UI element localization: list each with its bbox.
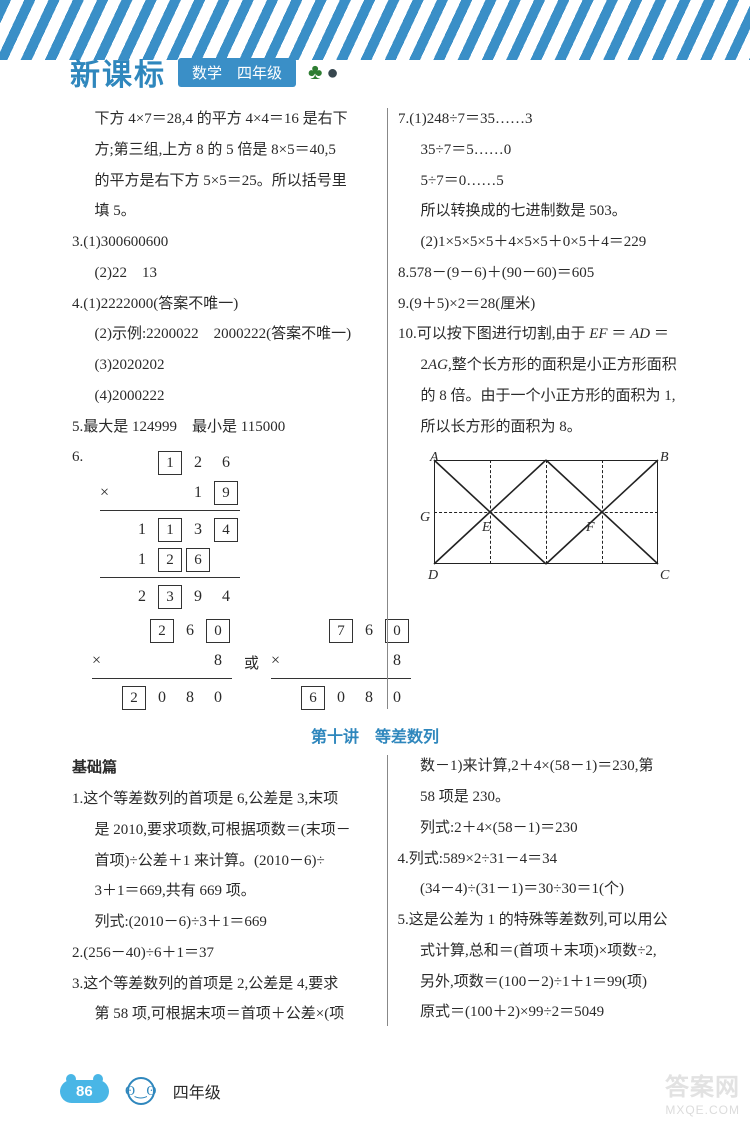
text-line: 式计算,总和＝(首项＋末项)×项数÷2, [398, 936, 703, 967]
label-E: E [482, 514, 491, 543]
text-line: (4)2000222 [72, 381, 379, 412]
text-line: 1.这个等差数列的首项是 6,公差是 3,末项 [72, 784, 379, 815]
text-line: 5.最大是 124999 最小是 115000 [72, 412, 379, 443]
lower-content: 基础篇 1.这个等差数列的首项是 6,公差是 3,末项 是 2010,要求项数,… [0, 751, 750, 1030]
header-row: 新课标 数学 四年级 ♣ ● [0, 52, 750, 92]
upper-right-column: 7.(1)248÷7＝35……3 35÷7＝5……0 5÷7＝0……5 所以转换… [388, 104, 702, 713]
text-line: (2)示例:2200022 2000222(答案不唯一) [72, 319, 379, 350]
text-line: 首项)÷公差＋1 来计算。(2010－6)÷ [72, 846, 379, 877]
diagonals [422, 450, 672, 578]
text-line: 原式＝(100＋2)×99÷2＝5049 [398, 997, 703, 1028]
q6-label: 6. [72, 442, 96, 616]
multiplication-1: 126×1911341262394 [100, 448, 240, 612]
text-line: 的 8 倍。由于一个小正方形的面积为 1, [398, 381, 702, 412]
text-line: 3.(1)300600600 [72, 227, 379, 258]
text-line: 方;第三组,上方 8 的 5 倍是 8×5＝40,5 [72, 135, 379, 166]
watermark: 答案网 MXQE.COM [665, 1074, 740, 1117]
multiplication-2a: 260×82080 [92, 616, 232, 713]
rectangle-diagram: A B C D G E F [422, 450, 672, 578]
text-line: 8.578－(9－6)＋(90－60)＝605 [398, 258, 702, 289]
text-line: 58 项是 230。 [398, 782, 703, 813]
label-G: G [420, 504, 430, 533]
q10-prefix: 10.可以按下图进行切割,由于 [398, 326, 589, 342]
footer: 86 ʘ‿ʘ 四年级 [60, 1077, 221, 1105]
label-F: F [586, 514, 595, 543]
brand-title: 新课标 [70, 50, 166, 94]
lower-left-column: 基础篇 1.这个等差数列的首项是 6,公差是 3,末项 是 2010,要求项数,… [72, 751, 387, 1030]
or-label: 或 [240, 649, 263, 680]
label-A: A [430, 444, 439, 473]
tree-icon: ● [326, 62, 338, 85]
text-line: 7.(1)248÷7＝35……3 [398, 104, 702, 135]
text-line: 数－1)来计算,2＋4×(58－1)＝230,第 [398, 751, 703, 782]
text-line: 35÷7＝5……0 [398, 135, 702, 166]
label-C: C [660, 562, 669, 591]
text-line: 是 2010,要求项数,可根据项数＝(末项－ [72, 815, 379, 846]
text-line: 5.这是公差为 1 的特殊等差数列,可以用公 [398, 905, 703, 936]
text-line: 2.(256－40)÷6＋1＝37 [72, 938, 379, 969]
upper-left-column: 下方 4×7＝28,4 的平方 4×4＝16 是右下 方;第三组,上方 8 的 … [72, 104, 387, 713]
page-number-badge: 86 [60, 1080, 109, 1103]
tree-icons: ♣ ● [308, 59, 339, 85]
text-line: 5÷7＝0……5 [398, 166, 702, 197]
text-line: 2AG,整个长方形的面积是小正方形面积 [398, 350, 702, 381]
text-line: 列式:2＋4×(58－1)＝230 [398, 813, 703, 844]
lower-right-column: 数－1)来计算,2＋4×(58－1)＝230,第 58 项是 230。 列式:2… [388, 751, 703, 1030]
section-title: 第十讲 等差数列 [0, 723, 750, 747]
subhead: 基础篇 [72, 753, 379, 784]
text-line: (3)2020202 [72, 350, 379, 381]
text-line: 所以长方形的面积为 8。 [398, 412, 702, 443]
text-line: 4.(1)2222000(答案不唯一) [72, 289, 379, 320]
text-line: 所以转换成的七进制数是 503。 [398, 196, 702, 227]
text-line: 10.可以按下图进行切割,由于 EF ＝ AD ＝ [398, 319, 702, 350]
tree-icon: ♣ [308, 59, 322, 85]
text-line: 下方 4×7＝28,4 的平方 4×4＝16 是右下 [72, 104, 379, 135]
text-line: 9.(9＋5)×2＝28(厘米) [398, 289, 702, 320]
mascot-icon: ʘ‿ʘ [127, 1077, 155, 1105]
text-line: 第 58 项,可根据末项＝首项＋公差×(项 [72, 999, 379, 1030]
subject-tag: 数学 四年级 [178, 58, 296, 87]
text-line: 的平方是右下方 5×5＝25。所以括号里 [72, 166, 379, 197]
label-D: D [428, 562, 438, 591]
watermark-bottom: MXQE.COM [665, 1103, 740, 1117]
footer-grade: 四年级 [173, 1079, 221, 1103]
text-line: (2)1×5×5×5＋4×5×5＋0×5＋4＝229 [398, 227, 702, 258]
text-line: 3＋1＝669,共有 669 项。 [72, 876, 379, 907]
text-line: 4.列式:589×2÷31－4＝34 [398, 844, 703, 875]
text-line: (34－4)÷(31－1)＝30÷30＝1(个) [398, 874, 703, 905]
text-line: 另外,项数＝(100－2)÷1＋1＝99(项) [398, 967, 703, 998]
upper-content: 下方 4×7＝28,4 的平方 4×4＝16 是右下 方;第三组,上方 8 的 … [0, 92, 750, 713]
text-line: 列式:(2010－6)÷3＋1＝669 [72, 907, 379, 938]
text-line: 3.这个等差数列的首项是 2,公差是 4,要求 [72, 969, 379, 1000]
text-line: 填 5。 [72, 196, 379, 227]
text-line: (2)22 13 [72, 258, 379, 289]
label-B: B [660, 444, 669, 473]
multiplication-pair: 260×82080 或 760×86080 [92, 616, 379, 713]
watermark-top: 答案网 [665, 1074, 740, 1103]
